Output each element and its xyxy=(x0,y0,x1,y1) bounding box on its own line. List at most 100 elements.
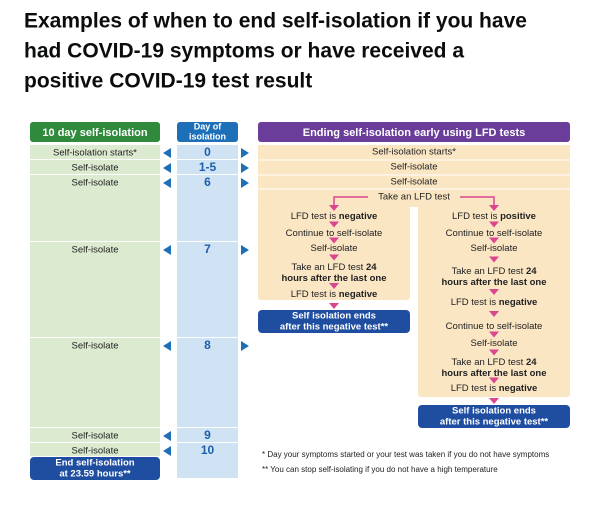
day-cell xyxy=(177,428,238,442)
day-number: 7 xyxy=(204,242,211,256)
left-row-text: Self-isolate xyxy=(72,446,119,457)
step-text-bold: hours after the last one xyxy=(441,277,546,288)
title-line: had COVID-19 symptoms or have received a xyxy=(24,40,464,63)
left-header xyxy=(30,122,160,142)
step-text: Take an LFD test 24 xyxy=(451,357,537,368)
step-text-part: Self-isolate xyxy=(471,243,518,254)
right-arrow xyxy=(241,163,249,173)
step-text: hours after the last one xyxy=(441,368,546,379)
footnote: * Day your symptoms started or your test… xyxy=(262,450,549,459)
step-text-part: Self-isolate xyxy=(471,338,518,349)
left-row-text: Self-isolate xyxy=(72,178,119,189)
day-cell xyxy=(177,338,238,427)
step-text: Take an LFD test 24 xyxy=(291,262,377,273)
step-text: Continue to self-isolate xyxy=(446,321,543,332)
branch-arrow xyxy=(333,196,368,206)
step-text-part: LFD test is xyxy=(451,383,499,394)
end-box-text: End self-isolation xyxy=(55,458,134,469)
left-cell xyxy=(30,338,160,427)
left-row-text: Self-isolate xyxy=(72,245,119,256)
step-text-part: Continue to self-isolate xyxy=(286,228,383,239)
step-text: Continue to self-isolate xyxy=(446,228,543,239)
step-text-part: Take an LFD test xyxy=(451,266,525,277)
left-arrow xyxy=(163,341,171,351)
left-cell xyxy=(30,175,160,241)
step-text: hours after the last one xyxy=(281,273,386,284)
step-text-part: Continue to self-isolate xyxy=(446,228,543,239)
left-row-text: Self-isolate xyxy=(72,163,119,174)
right-arrow xyxy=(241,178,249,188)
right-arrow xyxy=(241,148,249,158)
right-row-text: Self-isolate xyxy=(391,177,438,188)
day-number: 1-5 xyxy=(199,160,217,174)
right-row-text: Self-isolation starts* xyxy=(372,147,456,158)
day-number: 9 xyxy=(204,428,211,442)
step-arrow xyxy=(329,283,339,289)
step-text: Take an LFD test 24 xyxy=(451,266,537,277)
day-number: 8 xyxy=(204,338,211,352)
step-text-bold: negative xyxy=(339,289,378,300)
step-text: Self-isolate xyxy=(311,243,358,254)
step-text-part: LFD test is xyxy=(291,289,339,300)
end-box-text: after this negative test** xyxy=(280,322,389,333)
end-box-text: after this negative test** xyxy=(440,417,549,428)
right-header-text: Ending self-isolation early using LFD te… xyxy=(303,127,525,139)
step-arrow xyxy=(489,311,499,317)
step-arrow xyxy=(489,398,499,404)
day-header xyxy=(177,122,238,142)
left-cell xyxy=(30,160,160,174)
step-text-bold: 24 xyxy=(366,262,377,273)
left-arrow xyxy=(163,178,171,188)
left-row-text: Self-isolate xyxy=(72,341,119,352)
step-text-bold: negative xyxy=(499,383,538,394)
step-text-part: Take an LFD test xyxy=(451,357,525,368)
step-arrow xyxy=(489,237,499,244)
left-arrow xyxy=(163,431,171,441)
left-arrow xyxy=(163,245,171,255)
day-number: 0 xyxy=(204,145,211,159)
left-header-text: 10 day self-isolation xyxy=(42,127,147,139)
day-cell xyxy=(177,160,238,174)
end-box xyxy=(418,405,570,428)
left-row-text: Self-isolate xyxy=(72,431,119,442)
step-arrow xyxy=(329,237,339,244)
title-line: Examples of when to end self-isolation i… xyxy=(24,10,527,33)
right-row-text: Take an LFD test xyxy=(378,192,450,203)
arrow-head xyxy=(489,205,499,211)
step-text-bold: positive xyxy=(500,211,536,222)
step-text-bold: hours after the last one xyxy=(441,368,546,379)
step-arrow xyxy=(489,331,499,338)
right-arrow xyxy=(241,341,249,351)
step-text-part: LFD test is xyxy=(452,211,500,222)
step-text-bold: 24 xyxy=(526,357,537,368)
left-row-text: Self-isolation starts* xyxy=(53,148,137,159)
beige-top xyxy=(258,145,570,207)
day-header-text: Day of xyxy=(194,121,223,131)
step-arrow xyxy=(489,256,499,263)
left-cell xyxy=(30,242,160,337)
day-cell xyxy=(177,443,238,478)
step-text-part: LFD test is xyxy=(291,211,339,222)
step-arrow xyxy=(329,303,339,309)
step-text: LFD test is positive xyxy=(452,211,536,222)
step-arrow xyxy=(329,254,339,261)
end-box xyxy=(258,310,410,333)
step-text-part: Self-isolate xyxy=(311,243,358,254)
right-header xyxy=(258,122,570,142)
branch-arrow xyxy=(460,196,495,206)
step-arrow xyxy=(329,221,339,228)
left-cell xyxy=(30,145,160,159)
end-box-text: Self isolation ends xyxy=(292,311,376,322)
day-cell xyxy=(177,175,238,241)
arrow-head xyxy=(329,205,339,211)
left-arrow xyxy=(163,148,171,158)
step-arrow xyxy=(489,289,499,295)
left-cell xyxy=(30,443,160,456)
step-text-bold: negative xyxy=(499,297,538,308)
step-text-bold: negative xyxy=(339,211,378,222)
step-text-bold: hours after the last one xyxy=(281,273,386,284)
footnote: ** You can stop self-isolating if you do… xyxy=(262,465,498,474)
step-text: LFD test is negative xyxy=(291,289,378,300)
step-text: hours after the last one xyxy=(441,277,546,288)
